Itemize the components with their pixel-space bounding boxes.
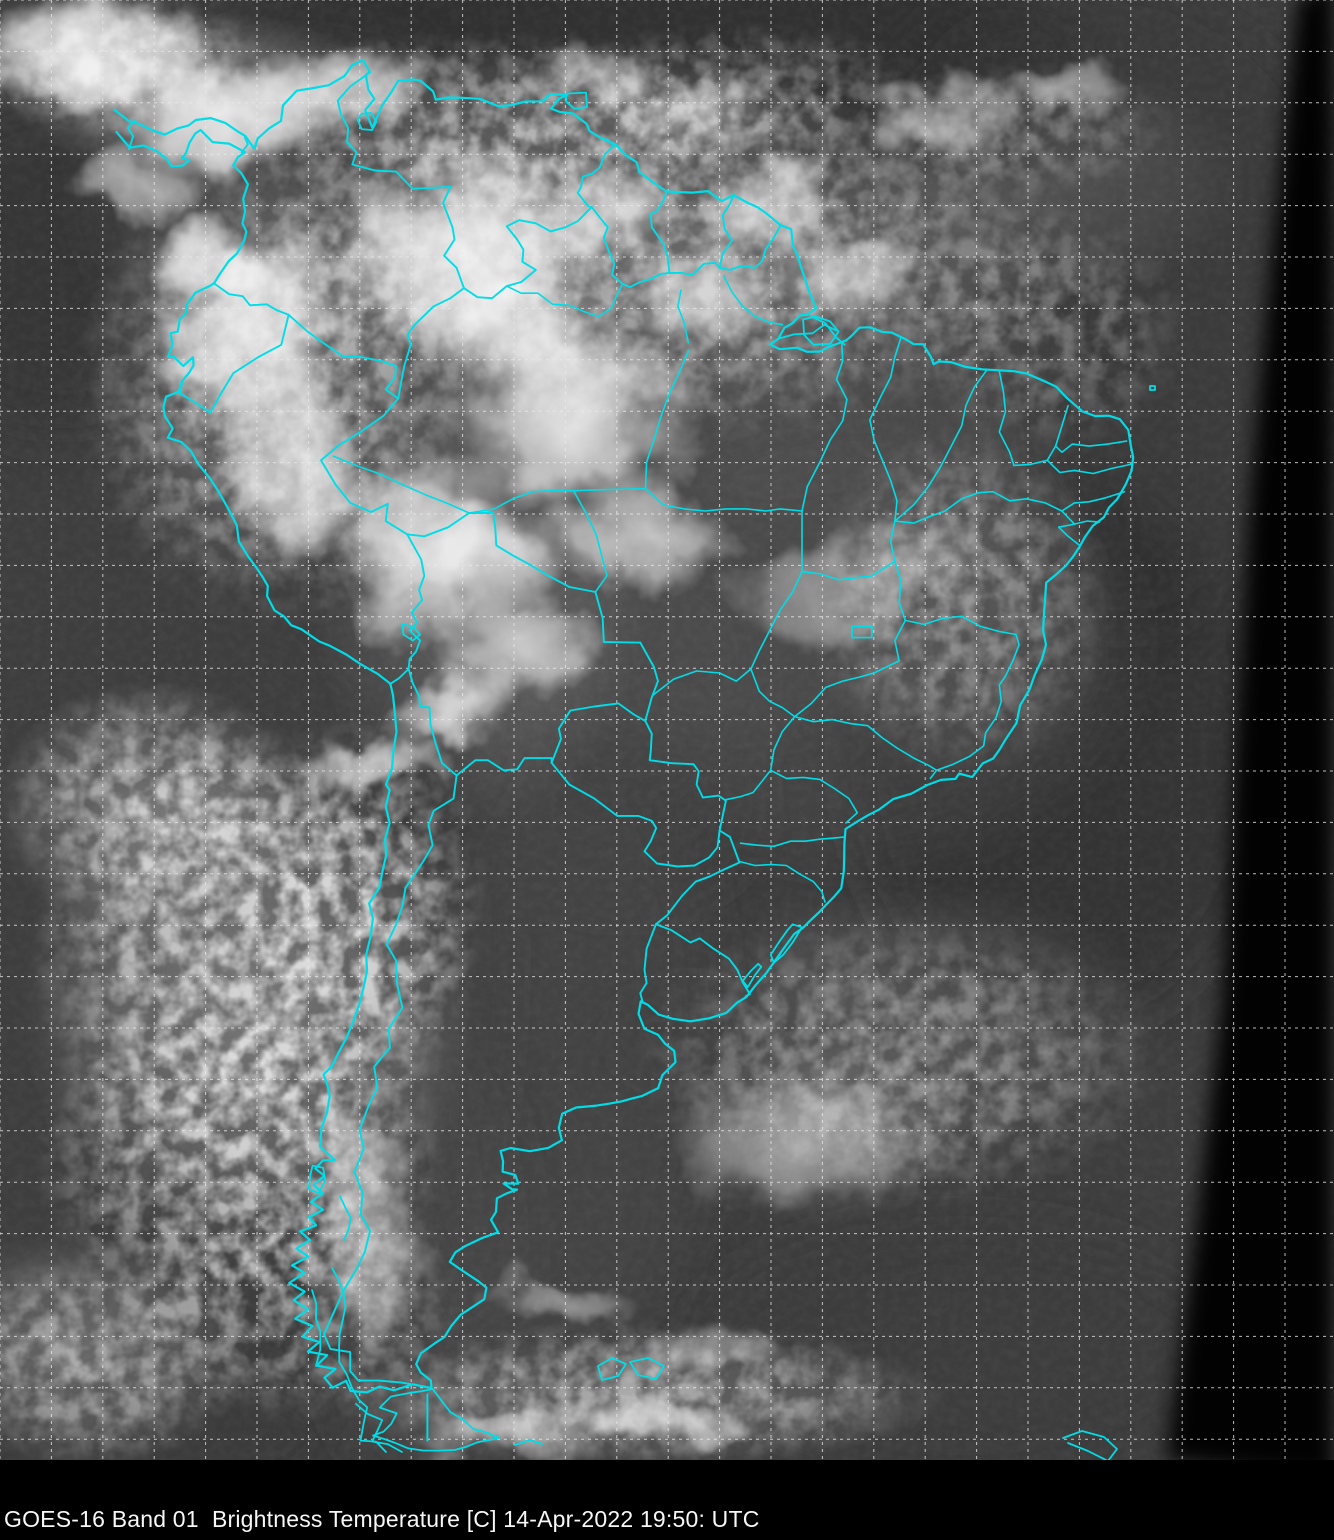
ms-go <box>750 668 796 718</box>
map-borders-overlay <box>113 59 1156 1460</box>
pa-ma <box>869 335 902 522</box>
df-box <box>851 625 873 639</box>
sp-pr <box>769 769 859 824</box>
uy-br <box>654 923 751 998</box>
amazon-channel-2 <box>810 315 846 346</box>
ar-uy <box>639 923 657 1003</box>
lagoa-mirim <box>741 962 763 988</box>
coastline <box>113 59 1135 1394</box>
to-go <box>801 560 896 581</box>
pe-bo <box>406 533 426 670</box>
ce-e <box>1013 404 1069 467</box>
state-borders <box>332 275 1132 903</box>
ve-gy <box>576 138 616 209</box>
am-pa-n <box>677 289 690 344</box>
am-ro <box>468 489 575 514</box>
co-pe <box>287 313 400 400</box>
mg-sp <box>793 715 938 780</box>
ro-mt <box>572 489 608 593</box>
trinidad <box>565 91 588 110</box>
image-grain <box>0 0 1334 1460</box>
satellite-image <box>0 0 1334 1460</box>
co-ec <box>212 282 290 316</box>
pb-pe <box>1046 459 1132 475</box>
falkland-west <box>597 1357 627 1381</box>
isla-estados <box>514 1439 543 1446</box>
pa-co <box>240 136 249 154</box>
rn-pb <box>1054 440 1128 453</box>
go-mg <box>793 619 907 718</box>
rr-am <box>505 283 624 318</box>
gy-sr <box>649 190 671 274</box>
islands-and-lakes <box>307 91 1156 1460</box>
sc-rs <box>738 860 826 903</box>
py-ar <box>550 761 721 868</box>
south-america-coastline <box>113 59 1135 1394</box>
cl-ar <box>323 774 458 1389</box>
caption-bar: GOES-16 Band 01 Brightness Temperature [… <box>0 1460 1334 1540</box>
mg-rj-es <box>904 615 1020 772</box>
fernando-de-noronha <box>1149 385 1156 391</box>
am-pa-s <box>644 350 690 490</box>
lagoa-dos-patos <box>769 923 803 964</box>
south-georgia <box>1062 1430 1118 1460</box>
sr-gf <box>718 194 735 269</box>
am-mt <box>572 487 647 492</box>
ec-pe <box>179 313 290 414</box>
pe-cl <box>388 668 410 686</box>
fjord-1 <box>331 1267 353 1389</box>
pa-cr <box>126 118 137 151</box>
ve-br <box>462 206 593 300</box>
ba-w <box>889 520 907 622</box>
pa-mt <box>644 487 803 512</box>
se-ba <box>1057 523 1081 547</box>
sf-river <box>894 490 1101 525</box>
caption-text: GOES-16 Band 01 Brightness Temperature [… <box>4 1506 760 1532</box>
marajo <box>802 315 840 346</box>
lake-maracaibo <box>356 111 378 131</box>
ac-am <box>332 455 470 514</box>
pe-br <box>320 397 409 536</box>
pa-to <box>801 342 848 512</box>
pe-al <box>1061 490 1126 512</box>
gf-br <box>718 223 783 271</box>
fjord-4 <box>355 1403 403 1453</box>
falkland-east <box>629 1357 665 1380</box>
tierra-del-fuego <box>372 1388 500 1452</box>
py-br <box>644 719 727 832</box>
sr-br <box>668 261 721 276</box>
cl-bo <box>407 668 458 777</box>
earth-limb <box>1166 0 1334 1460</box>
pi-ce <box>998 370 1015 467</box>
co-ve <box>336 71 465 290</box>
co-br <box>397 287 465 400</box>
fjord-5 <box>339 1195 352 1241</box>
ar-br <box>654 829 741 926</box>
fjord-3 <box>311 1289 322 1367</box>
chiloe <box>307 1164 327 1194</box>
ma-pi <box>894 369 988 522</box>
pr-sc <box>739 836 845 848</box>
gy-br <box>590 206 671 289</box>
ap-pa <box>723 275 783 326</box>
lake-titicaca <box>401 623 421 642</box>
bo-py <box>550 702 647 764</box>
mt-ms <box>652 668 752 697</box>
araguaia-s <box>750 510 803 670</box>
graticule-grid <box>0 0 1334 1460</box>
bo-ar <box>455 757 553 777</box>
goes16-satellite-map <box>0 0 1334 1460</box>
